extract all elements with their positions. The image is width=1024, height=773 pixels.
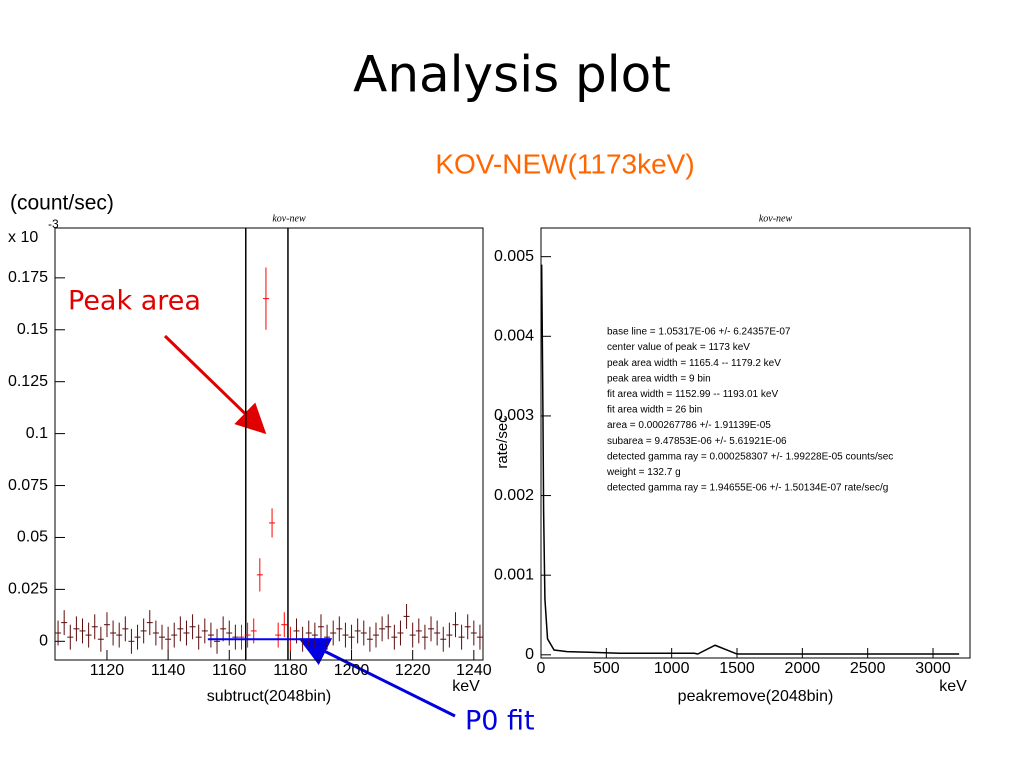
x-axis-label: subtruct(2048bin) — [207, 688, 332, 705]
fit-note: peak area width = 1165.4 -- 1179.2 keV — [607, 358, 781, 369]
y-tick-label: 0.1 — [26, 425, 48, 442]
y-tick-label: 0.15 — [17, 321, 48, 338]
subtitle: KOV-NEW(1173keV) — [435, 148, 694, 179]
y-axis-label: rate/sec — [494, 415, 511, 469]
x-tick-label: 1180 — [273, 662, 308, 679]
y-tick-label: 0.025 — [8, 581, 48, 598]
fit-note: subarea = 9.47853E-06 +/- 5.61921E-06 — [607, 436, 787, 447]
chart-title: kov-new — [272, 213, 306, 224]
x-tick-label: 0 — [537, 660, 546, 677]
x-tick-label: 1220 — [395, 662, 431, 679]
fit-note: peak area width = 9 bin — [607, 373, 711, 384]
fit-note: fit area width = 26 bin — [607, 405, 702, 416]
x-unit: keV — [939, 678, 967, 695]
fit-note: base line = 1.05317E-06 +/- 6.24357E-07 — [607, 327, 791, 338]
plot-frame — [540, 227, 971, 659]
y-tick-label: 0 — [39, 633, 48, 650]
x-tick-label: 1000 — [654, 660, 690, 677]
y-exponent: -3 — [48, 217, 59, 231]
fit-note: P0 fit — [465, 706, 535, 737]
plot-frame — [54, 227, 484, 661]
x-tick-label: 1500 — [719, 660, 755, 677]
x-tick-label: 1140 — [151, 662, 186, 679]
y-tick-label: 0.003 — [494, 407, 534, 424]
x-tick-label: 500 — [593, 660, 620, 677]
unit-note: (count/sec) — [10, 192, 114, 215]
x-tick-label: 2500 — [850, 660, 886, 677]
y-tick-label: 0.075 — [8, 477, 48, 494]
chart: kov-new 0 500 1000 1500 2000 2500 3000 0 0.001 0.0… — [494, 213, 971, 705]
arrow — [298, 638, 456, 718]
peak-note: Peak area — [68, 286, 201, 317]
x-tick-label: 2000 — [785, 660, 821, 677]
charts: kov-new 1120 1140 1160 1180 1200 1220 1240 0 0.02… — [8, 213, 971, 705]
x-tick-label: 1160 — [212, 662, 247, 679]
fit-note: detected gamma ray = 0.000258307 +/- 1.9… — [607, 451, 893, 462]
x-tick-label: 1120 — [90, 662, 125, 679]
fit-note: center value of peak = 1173 keV — [607, 342, 750, 353]
fit-note: weight = 132.7 g — [606, 467, 681, 478]
fit-note: area = 0.000267786 +/- 1.91139E-05 — [607, 420, 771, 431]
arrow — [163, 334, 267, 435]
y-tick-label: 0 — [525, 646, 534, 663]
y-tick-label: 0.175 — [8, 269, 48, 286]
chart-title: kov-new — [759, 213, 793, 224]
slide-title: Analysis plot — [353, 46, 671, 104]
fit-note: detected gamma ray = 1.94655E-06 +/- 1.5… — [607, 483, 888, 494]
y-multiplier: x 10 — [8, 229, 38, 246]
y-tick-label: 0.125 — [8, 373, 48, 390]
x-tick-label: 1240 — [456, 662, 492, 679]
y-tick-label: 0.005 — [494, 248, 534, 265]
y-tick-label: 0.002 — [494, 487, 534, 504]
x-tick-label: 1200 — [334, 662, 370, 679]
x-axis-label: peakremove(2048bin) — [678, 688, 834, 705]
x-unit: keV — [452, 678, 480, 695]
fit-note: fit area width = 1152.99 -- 1193.01 keV — [607, 389, 778, 400]
y-tick-label: 0.001 — [494, 566, 534, 583]
series-line — [540, 264, 960, 655]
y-tick-label: 0.004 — [494, 328, 534, 345]
y-tick-label: 0.05 — [17, 529, 48, 546]
chart: kov-new 1120 1140 1160 1180 1200 1220 1240 0 0.02… — [8, 213, 492, 705]
x-tick-label: 3000 — [915, 660, 951, 677]
